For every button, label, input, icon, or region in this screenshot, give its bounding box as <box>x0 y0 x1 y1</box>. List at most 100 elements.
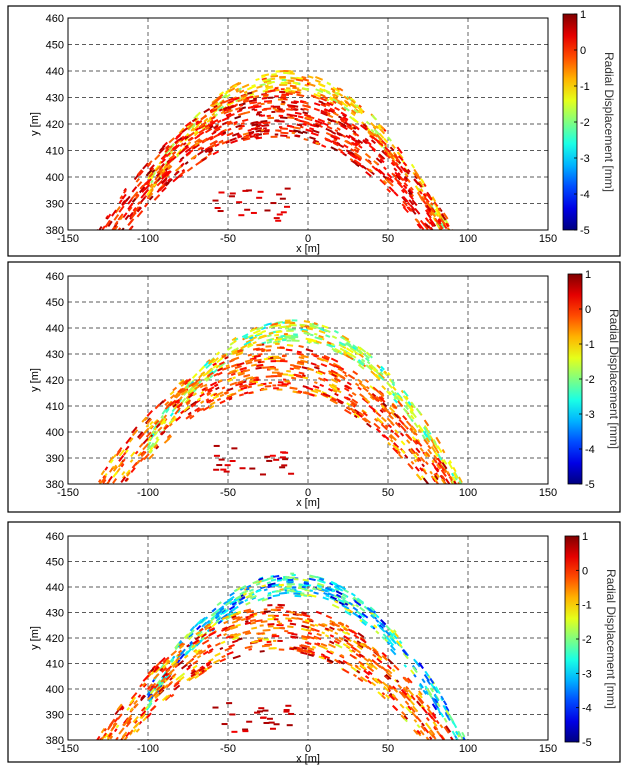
scatter-point <box>365 351 372 357</box>
scatter-point <box>224 93 231 99</box>
scatter-point <box>83 531 86 535</box>
scatter-point <box>316 584 322 588</box>
scatter-point <box>375 411 382 418</box>
scatter-point <box>318 623 326 628</box>
scatter-point <box>239 384 248 389</box>
scatter-point <box>175 676 180 681</box>
scatter-point <box>410 163 416 169</box>
scatter-point <box>202 387 207 391</box>
scatter-point <box>383 370 388 375</box>
scatter-point <box>266 334 272 338</box>
scatter-point <box>302 104 311 109</box>
scatter-point <box>349 157 354 162</box>
scatter-point <box>440 465 445 469</box>
scatter-point <box>146 436 153 442</box>
scatter-point <box>191 373 198 379</box>
scatter-point <box>173 684 181 691</box>
scatter-point <box>353 159 360 166</box>
scatter-point <box>154 419 160 426</box>
scatter-point <box>369 395 375 401</box>
scatter-point <box>234 87 240 92</box>
scatter-point <box>376 125 382 130</box>
scatter-point <box>121 231 125 235</box>
scatter-point <box>208 123 214 128</box>
scatter-point <box>269 365 275 369</box>
scatter-point <box>464 754 469 761</box>
scatter-point <box>238 600 244 605</box>
scatter-point <box>349 102 357 110</box>
scatter-point <box>137 201 141 206</box>
scatter-point <box>266 114 271 118</box>
scatter-point <box>142 437 149 445</box>
scatter-point <box>414 175 418 180</box>
scatter-point <box>111 722 118 731</box>
scatter-point <box>427 444 432 450</box>
scatter-point <box>374 661 382 669</box>
scatter-point <box>452 244 456 249</box>
scatter-point <box>446 742 451 747</box>
scatter-point <box>351 398 359 404</box>
scatter-point <box>402 161 408 167</box>
scatter-point <box>259 473 266 476</box>
scatter-point <box>194 640 201 646</box>
scatter-point <box>301 585 306 589</box>
scatter-point <box>309 136 316 141</box>
scatter-point <box>160 174 167 181</box>
scatter-point <box>344 602 349 606</box>
scatter-point <box>407 705 413 711</box>
scatter-point <box>187 131 195 138</box>
scatter-point <box>83 265 88 272</box>
scatter-point <box>297 115 304 119</box>
scatter-point <box>429 677 435 684</box>
scatter-point <box>386 641 391 645</box>
scatter-point <box>303 121 312 126</box>
scatter-point <box>284 187 291 190</box>
scatter-point <box>323 377 329 382</box>
scatter-point <box>273 217 280 220</box>
scatter-point <box>407 206 413 212</box>
scatter-point <box>410 669 415 675</box>
scatter-point <box>397 453 404 459</box>
scatter-point <box>391 638 397 645</box>
scatter-point <box>444 241 449 247</box>
scatter-point <box>229 633 234 637</box>
scatter-point <box>336 131 343 137</box>
scatter-point <box>314 79 321 84</box>
scatter-point <box>261 348 266 352</box>
scatter-point <box>124 445 130 451</box>
scatter-point <box>193 671 200 677</box>
scatter-point <box>271 73 277 76</box>
scatter-point <box>286 380 290 383</box>
scatter-point <box>458 503 462 507</box>
scatter-point <box>154 420 161 428</box>
scatter-point <box>369 625 374 629</box>
scatter-point <box>212 363 218 369</box>
scatter-point <box>287 583 295 586</box>
scatter-point <box>100 251 103 255</box>
scatter-point <box>409 410 414 415</box>
scatter-point <box>207 665 213 670</box>
scatter-point <box>201 639 210 645</box>
scatter-point <box>135 177 140 183</box>
scatter-point <box>279 90 286 94</box>
scatter-point <box>280 88 285 91</box>
scatter-point <box>126 717 133 725</box>
scatter-point <box>247 385 253 389</box>
x-axis-label: x [m] <box>296 497 320 509</box>
scatter-point <box>162 664 167 670</box>
scatter-point <box>129 729 134 734</box>
scatter-point <box>303 320 311 324</box>
scatter-point <box>194 141 200 147</box>
scatter-point <box>267 604 273 607</box>
scatter-point <box>206 619 211 624</box>
scatter-point <box>277 583 284 587</box>
y-axis-label: y [m] <box>29 112 41 136</box>
scatter-point <box>224 600 233 607</box>
scatter-point <box>283 710 290 713</box>
scatter-point <box>444 711 450 718</box>
scatter-point <box>219 658 227 663</box>
scatter-point <box>147 192 154 199</box>
scatter-point <box>338 341 346 347</box>
scatter-point <box>372 612 380 619</box>
scatter-point <box>444 233 449 239</box>
